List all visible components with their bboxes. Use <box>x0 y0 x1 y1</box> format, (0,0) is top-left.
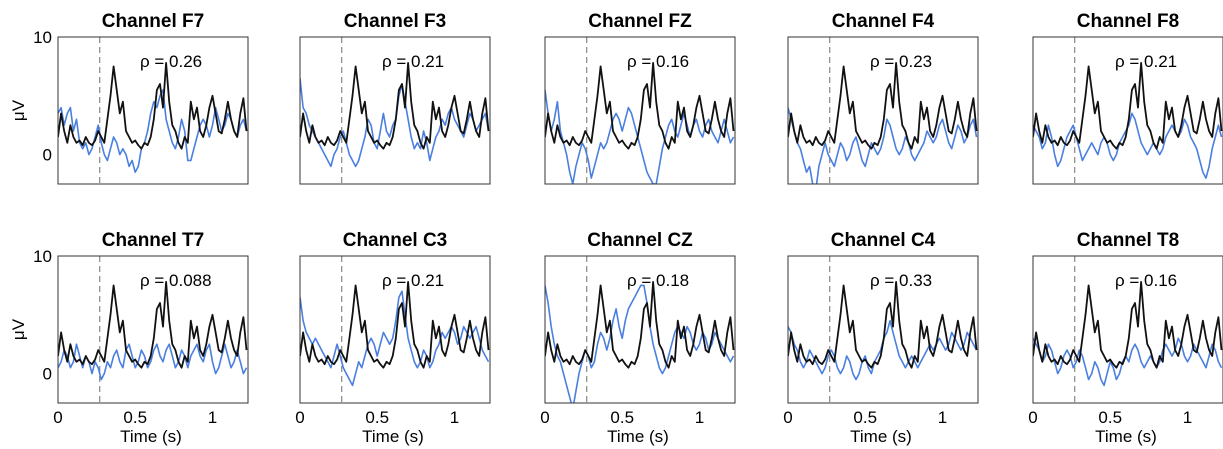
panel-title: Channel C4 <box>831 230 936 251</box>
x-tick-label: 1 <box>1183 408 1192 427</box>
x-axis-label: Time (s) <box>607 427 669 446</box>
series-group <box>545 62 735 184</box>
black-series-line <box>1033 280 1223 369</box>
plot-frame <box>787 36 979 185</box>
black-series-line <box>788 62 978 150</box>
series-group <box>1033 62 1223 179</box>
x-axis-label: Time (s) <box>1095 427 1157 446</box>
series-group <box>58 62 248 173</box>
black-series-line <box>300 62 490 150</box>
plot-frame <box>544 36 736 185</box>
plot-frame <box>57 36 249 185</box>
x-tick-label: 0 <box>53 408 62 427</box>
panel-title: Channel T8 <box>1077 230 1179 251</box>
series-group <box>788 62 978 184</box>
black-series-line <box>58 62 248 150</box>
x-tick-label: 0 <box>295 408 304 427</box>
x-tick-label: 0.5 <box>610 408 634 427</box>
panel-channel-fz: Channel FZ ρ = 0.16 <box>544 11 736 185</box>
x-tick-label: 0 <box>540 408 549 427</box>
x-tick-label: 1 <box>208 408 217 427</box>
panel-title: Channel F3 <box>344 11 446 32</box>
panel-title: Channel FZ <box>588 11 692 32</box>
panel-title: Channel CZ <box>587 230 693 251</box>
plot-frame <box>57 255 249 404</box>
series-group <box>300 62 490 168</box>
x-axis-label: Time (s) <box>850 427 912 446</box>
x-tick-label: 1 <box>695 408 704 427</box>
plot-frame <box>787 255 979 404</box>
black-series-line <box>1033 62 1223 150</box>
black-series-line <box>788 280 978 369</box>
black-series-line <box>545 280 735 369</box>
x-tick-label: 0 <box>783 408 792 427</box>
correlation-label: ρ = 0.21 <box>382 52 444 71</box>
panel-title: Channel F8 <box>1077 11 1179 32</box>
blue-series-line <box>788 107 978 184</box>
black-series-line <box>300 280 490 369</box>
correlation-label: ρ = 0.16 <box>1115 271 1177 290</box>
series-group <box>1033 280 1223 387</box>
series-group <box>788 280 978 381</box>
correlation-label: ρ = 0.21 <box>1115 52 1177 71</box>
panel-channel-t8: Channel T8 ρ = 0.16 0 0.5 1 Time (s) <box>1028 230 1223 446</box>
plot-frame <box>299 255 491 404</box>
y-tick-label: 10 <box>33 247 52 266</box>
plot-frame <box>1032 36 1223 185</box>
correlation-label: ρ = 0.23 <box>870 52 932 71</box>
panel-title: Channel C3 <box>343 230 448 251</box>
blue-series-line <box>1033 337 1223 387</box>
panel-channel-t7: Channel T7 ρ = 0.088 0 10 μV 0 0.5 1 Time (s) <box>9 230 249 446</box>
series-group <box>58 280 248 381</box>
blue-series-line <box>58 343 248 381</box>
y-tick-label: 0 <box>43 146 52 165</box>
panel-channel-f3: Channel F3 ρ = 0.21 <box>299 11 491 185</box>
plot-frame <box>544 255 736 404</box>
panel-channel-f4: Channel F4 ρ = 0.23 <box>787 11 979 185</box>
x-axis-label: Time (s) <box>362 427 424 446</box>
correlation-label: ρ = 0.16 <box>627 52 689 71</box>
blue-series-line <box>300 290 490 387</box>
correlation-label: ρ = 0.26 <box>140 52 202 71</box>
x-tick-label: 0.5 <box>365 408 389 427</box>
blue-series-line <box>545 89 735 184</box>
panel-channel-c3: Channel C3 ρ = 0.21 0 0.5 1 Time (s) <box>295 230 491 446</box>
panel-title: Channel T7 <box>102 230 204 251</box>
panel-channel-c4: Channel C4 ρ = 0.33 0 0.5 1 Time (s) <box>783 230 979 446</box>
x-tick-label: 0 <box>1028 408 1037 427</box>
x-tick-label: 1 <box>450 408 459 427</box>
black-series-line <box>545 62 735 150</box>
panel-title: Channel F7 <box>102 11 204 32</box>
blue-series-line <box>300 78 490 168</box>
y-axis-label: μV <box>9 99 28 121</box>
correlation-label: ρ = 0.088 <box>140 271 212 290</box>
plot-frame <box>299 36 491 185</box>
series-group <box>545 280 735 403</box>
panel-channel-f7: Channel F7 ρ = 0.26 0 10 μV <box>9 11 249 185</box>
correlation-label: ρ = 0.18 <box>627 271 689 290</box>
plot-frame <box>1032 255 1223 404</box>
x-axis-label: Time (s) <box>120 427 182 446</box>
x-tick-label: 1 <box>938 408 947 427</box>
panel-channel-f8: Channel F8 ρ = 0.21 <box>1032 11 1223 185</box>
x-tick-label: 0.5 <box>123 408 147 427</box>
y-tick-label: 0 <box>43 365 52 384</box>
panel-channel-cz: Channel CZ ρ = 0.18 0 0.5 1 Time (s) <box>540 230 736 446</box>
x-tick-label: 0.5 <box>1098 408 1122 427</box>
black-series-line <box>58 280 248 369</box>
x-tick-label: 0.5 <box>853 408 877 427</box>
series-group <box>300 280 490 387</box>
y-axis-label: μV <box>9 318 28 340</box>
y-tick-label: 10 <box>33 28 52 47</box>
correlation-label: ρ = 0.33 <box>870 271 932 290</box>
correlation-label: ρ = 0.21 <box>382 271 444 290</box>
panel-title: Channel F4 <box>832 11 935 32</box>
